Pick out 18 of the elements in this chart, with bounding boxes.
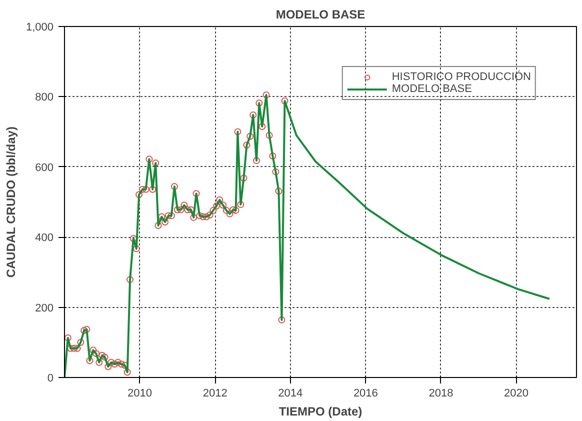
x-tick-label: 2010: [128, 388, 152, 400]
x-tick-label: 2014: [278, 388, 303, 400]
legend-label: MODELO BASE: [392, 83, 472, 95]
y-tick-label: 800: [35, 92, 54, 104]
x-tick-label: 2012: [202, 388, 228, 400]
y-tick-label: 400: [35, 232, 54, 244]
legend-label: HISTORICO PRODUCCIÓN: [392, 71, 531, 83]
y-tick-label: 1,000: [26, 22, 54, 34]
x-tick-label: 2020: [504, 388, 529, 400]
y-tick-label: 200: [35, 302, 54, 314]
line-series: [64, 94, 550, 378]
y-axis-title: CAUDAL CRUDO (bbl/day): [4, 126, 18, 278]
x-tick-label: 2016: [353, 388, 378, 400]
y-tick-label: 600: [35, 162, 54, 174]
chart-title: MODELO BASE: [276, 8, 366, 22]
y-tick-label: 0: [47, 372, 54, 384]
x-axis-title: TIEMPO (Date): [278, 404, 362, 418]
x-tick-label: 2018: [428, 388, 454, 400]
